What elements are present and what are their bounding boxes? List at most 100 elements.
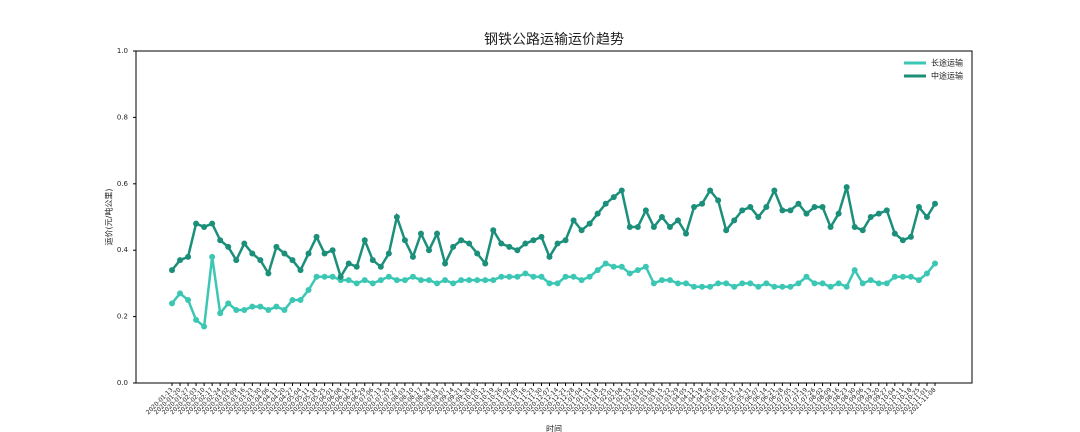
data-point [177, 290, 184, 297]
y-tick-label: 1.0 [117, 47, 128, 55]
data-point [634, 267, 641, 274]
data-point [666, 223, 673, 230]
data-point [185, 297, 192, 303]
data-point [450, 243, 457, 250]
data-point [707, 187, 714, 194]
data-point [835, 280, 842, 287]
data-point [835, 210, 842, 217]
x-axis-label: 时间 [546, 424, 562, 432]
data-point [313, 273, 320, 280]
data-point [225, 243, 232, 250]
data-point [626, 270, 633, 277]
plot-frame [135, 50, 973, 384]
data-point [345, 277, 352, 284]
data-point [385, 250, 392, 257]
data-point [755, 283, 762, 290]
data-point [498, 240, 505, 247]
data-point [899, 273, 906, 280]
data-point [442, 260, 449, 267]
data-point [763, 204, 770, 211]
data-point [691, 204, 698, 211]
data-point [811, 280, 818, 287]
data-point [313, 233, 320, 240]
y-tick-label: 0.6 [117, 180, 129, 188]
data-point [321, 250, 328, 257]
data-point [265, 270, 272, 277]
data-point [249, 303, 256, 310]
data-point [578, 277, 585, 284]
y-tick-label: 0.2 [117, 313, 128, 321]
data-point [554, 280, 561, 287]
data-point [795, 280, 802, 287]
data-point [506, 243, 513, 250]
data-point [273, 243, 280, 250]
data-point [827, 223, 834, 230]
data-point [257, 257, 264, 264]
data-point [859, 227, 866, 234]
data-point [570, 273, 577, 280]
data-point [683, 280, 690, 287]
data-point [209, 220, 216, 227]
data-point [337, 273, 344, 280]
data-point [610, 194, 617, 201]
data-point [739, 280, 746, 287]
data-point [586, 273, 593, 280]
data-point [570, 217, 577, 224]
data-point [658, 214, 665, 220]
data-point [393, 277, 400, 284]
data-point [193, 316, 200, 323]
data-point [819, 280, 826, 287]
data-point [634, 223, 641, 230]
data-point [466, 240, 473, 247]
data-point [578, 227, 585, 234]
data-point [731, 217, 738, 224]
data-point [490, 277, 497, 284]
data-point [899, 237, 906, 244]
data-point [642, 263, 649, 270]
data-point [353, 280, 360, 287]
y-tick-label: 0.0 [117, 379, 128, 387]
data-point [369, 257, 376, 264]
data-point [329, 247, 336, 254]
data-point [345, 260, 352, 267]
data-point [249, 250, 256, 257]
data-point [490, 227, 497, 234]
data-point [699, 200, 706, 207]
data-point [169, 267, 175, 274]
data-point [538, 273, 545, 280]
data-point [474, 277, 481, 284]
data-point [257, 303, 264, 310]
chart-title: 钢铁公路运输运价趋势 [484, 32, 624, 48]
legend-label: 中途运输 [931, 71, 963, 81]
data-point [715, 280, 722, 287]
data-point [795, 200, 802, 207]
data-point [803, 210, 810, 217]
data-point [289, 297, 296, 303]
data-point [506, 273, 513, 280]
data-point [827, 283, 834, 290]
data-point [602, 260, 609, 267]
data-point [434, 230, 441, 237]
data-point [618, 263, 625, 270]
data-point [859, 280, 866, 287]
data-point [923, 270, 930, 277]
data-point [642, 207, 649, 214]
data-point [891, 230, 898, 237]
data-point [281, 306, 288, 313]
y-tick-label: 0.4 [117, 246, 129, 254]
y-axis-label: 运价(元/吨公里) [104, 189, 114, 246]
data-point [177, 257, 184, 264]
data-point [305, 287, 312, 294]
data-point [193, 220, 200, 227]
data-point [674, 280, 681, 287]
data-point [771, 283, 778, 290]
data-point [666, 277, 673, 284]
data-point [602, 200, 609, 207]
data-point [843, 184, 850, 191]
data-point [546, 280, 553, 287]
data-point [554, 240, 561, 247]
data-point [233, 306, 240, 313]
data-point [273, 303, 280, 310]
data-point [458, 277, 465, 284]
